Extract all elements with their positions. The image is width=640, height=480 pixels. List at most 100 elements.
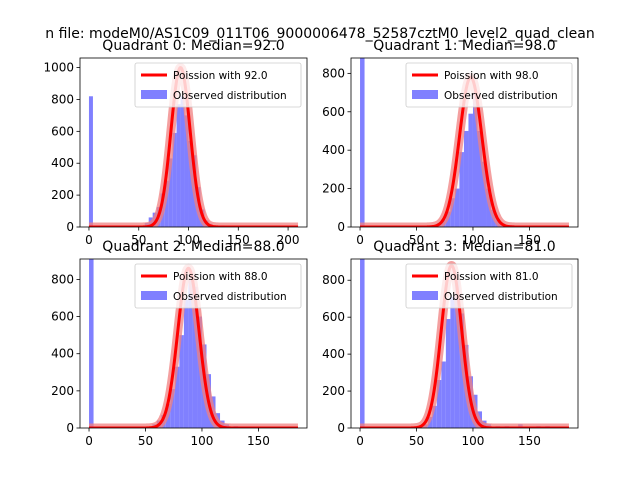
axes-frame bbox=[350, 258, 579, 429]
legend: Poission with 88.0 Observed distribution bbox=[134, 263, 302, 309]
y-tick-label: 200 bbox=[51, 384, 74, 398]
y-tick-label: 400 bbox=[51, 347, 74, 361]
y-tick-label: 600 bbox=[322, 105, 345, 119]
histogram-bar bbox=[168, 158, 173, 227]
x-tick-label: 150 bbox=[227, 233, 250, 247]
y-tick-label: 0 bbox=[337, 220, 345, 234]
histogram-bar bbox=[454, 188, 460, 227]
histogram-bar bbox=[176, 104, 181, 227]
subplot-title: Quadrant 0: Median=92.0 bbox=[102, 38, 284, 54]
legend-label-observed: Observed distribution bbox=[173, 291, 287, 303]
y-tick-label: 800 bbox=[51, 92, 74, 106]
y-tick-label: 600 bbox=[322, 310, 345, 324]
legend-label-fit: Poission with 88.0 bbox=[173, 271, 268, 283]
axes-frame bbox=[350, 57, 579, 228]
legend-bar-swatch bbox=[141, 90, 167, 99]
histogram-bar bbox=[192, 286, 198, 428]
y-tick-label: 200 bbox=[322, 182, 345, 196]
x-tick-label: 50 bbox=[409, 233, 424, 247]
legend-bar-swatch bbox=[141, 291, 167, 300]
subplot-3: 0 50 100 150 0 200 400 600 800 Poission with 81.0… bbox=[322, 239, 579, 448]
subplot-title: Quadrant 2: Median=88.0 bbox=[102, 239, 284, 255]
legend-label-fit: Poission with 92.0 bbox=[173, 70, 268, 82]
x-tick-label: 100 bbox=[462, 233, 485, 247]
histogram-bar bbox=[468, 113, 473, 227]
histogram-bar bbox=[360, 58, 365, 227]
histogram-bar bbox=[170, 389, 175, 428]
histogram-bar bbox=[441, 361, 446, 428]
legend-label-observed: Observed distribution bbox=[173, 90, 287, 102]
subplot-title: Quadrant 1: Median=98.0 bbox=[373, 38, 555, 54]
legend-box bbox=[405, 62, 573, 108]
x-tick-label: 150 bbox=[518, 434, 541, 448]
histogram-bar bbox=[436, 379, 442, 428]
histogram-bar bbox=[450, 198, 455, 227]
histogram-bar bbox=[88, 96, 93, 227]
x-tick-label: 0 bbox=[356, 434, 364, 448]
legend-label-fit: Poission with 81.0 bbox=[444, 271, 539, 283]
subplot-0: 0 50 100 150 200 0 200 400 600 800 1000 Poission wi… bbox=[43, 38, 308, 247]
histogram-bar bbox=[463, 130, 469, 227]
histogram-bar bbox=[472, 92, 478, 227]
x-tick-label: 100 bbox=[191, 434, 214, 448]
x-tick-label: 0 bbox=[85, 233, 93, 247]
histogram-bar bbox=[180, 96, 185, 227]
histogram-bar bbox=[184, 115, 189, 227]
subplot-title: Quadrant 3: Median=81.0 bbox=[373, 239, 555, 255]
histogram-bar bbox=[89, 259, 94, 428]
legend: Poission with 81.0 Observed distribution bbox=[405, 263, 573, 309]
x-tick-label: 50 bbox=[138, 434, 153, 448]
histogram-bar bbox=[445, 319, 451, 428]
y-tick-label: 600 bbox=[51, 310, 74, 324]
plot-area-0 bbox=[84, 63, 303, 227]
x-tick-label: 100 bbox=[462, 434, 485, 448]
y-tick-label: 800 bbox=[322, 66, 345, 80]
legend-bar-swatch bbox=[412, 90, 438, 99]
y-tick-label: 1000 bbox=[43, 61, 74, 75]
plot-area-3 bbox=[356, 259, 573, 428]
legend-box bbox=[405, 263, 573, 309]
axes-frame bbox=[79, 258, 308, 429]
legend-label-observed: Observed distribution bbox=[444, 90, 558, 102]
histogram-bar bbox=[432, 405, 437, 428]
axes-frame bbox=[79, 57, 308, 228]
legend-label-observed: Observed distribution bbox=[444, 291, 558, 303]
x-tick-label: 100 bbox=[177, 233, 200, 247]
histogram-bar bbox=[188, 140, 193, 227]
y-tick-label: 800 bbox=[51, 272, 74, 286]
legend-box bbox=[134, 263, 302, 309]
y-tick-label: 0 bbox=[66, 220, 74, 234]
x-tick-label: 200 bbox=[277, 233, 300, 247]
histogram-bar bbox=[454, 280, 460, 428]
subplot-1: 0 50 100 150 0 200 400 600 800 Poission with 98.0… bbox=[322, 38, 579, 247]
poisson-fit-line bbox=[359, 263, 570, 428]
subplot-2: 0 50 100 150 0 200 400 600 800 Poission with 88.0… bbox=[51, 239, 308, 448]
x-tick-label: 0 bbox=[85, 434, 93, 448]
x-tick-label: 150 bbox=[247, 434, 270, 448]
y-tick-label: 400 bbox=[322, 143, 345, 157]
histogram-bar bbox=[172, 132, 177, 227]
figure-title: n file: modeM0/AS1C09_011T06_9000006478_… bbox=[45, 26, 594, 42]
histogram-bar bbox=[164, 180, 169, 227]
y-tick-label: 0 bbox=[337, 421, 345, 435]
legend-box bbox=[134, 62, 302, 108]
legend-bar-swatch bbox=[412, 291, 438, 300]
legend: Poission with 98.0 Observed distribution bbox=[405, 62, 573, 108]
legend-label-fit: Poission with 98.0 bbox=[444, 70, 539, 82]
poisson-fit-line bbox=[87, 66, 300, 227]
y-tick-label: 200 bbox=[51, 188, 74, 202]
legend: Poission with 92.0 Observed distribution bbox=[134, 62, 302, 108]
x-tick-label: 50 bbox=[131, 233, 146, 247]
y-tick-label: 600 bbox=[51, 124, 74, 138]
histogram-bar bbox=[477, 130, 483, 227]
x-tick-label: 150 bbox=[518, 233, 541, 247]
histogram-bar bbox=[183, 299, 189, 428]
x-tick-label: 0 bbox=[356, 233, 364, 247]
y-tick-label: 0 bbox=[66, 421, 74, 435]
y-tick-label: 800 bbox=[322, 273, 345, 287]
histogram-bar bbox=[179, 335, 184, 428]
y-tick-label: 400 bbox=[51, 156, 74, 170]
histogram-bar bbox=[459, 152, 464, 227]
histogram-bar bbox=[450, 296, 455, 428]
